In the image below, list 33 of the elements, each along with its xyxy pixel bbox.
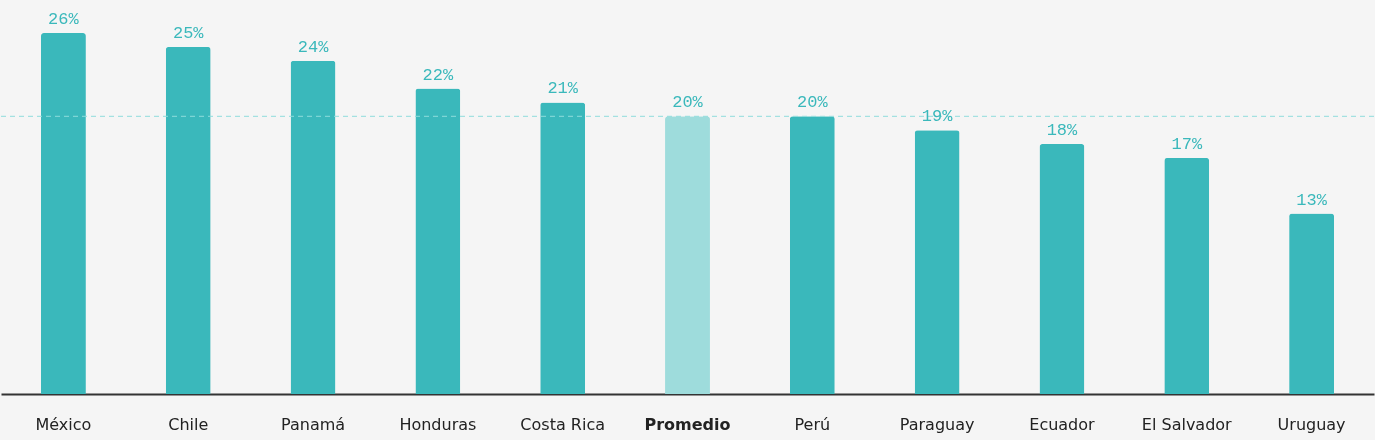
bar xyxy=(1289,213,1335,394)
data-label: 20% xyxy=(797,93,829,113)
data-label: 21% xyxy=(547,79,579,99)
bar xyxy=(1164,157,1210,394)
bar xyxy=(290,60,336,394)
data-label: 20% xyxy=(672,93,704,113)
x-tick-label: Chile xyxy=(168,414,209,434)
bar xyxy=(914,130,960,394)
bar xyxy=(165,46,211,394)
data-label: 22% xyxy=(422,65,454,85)
data-label: 18% xyxy=(1046,121,1079,141)
x-tick-label: Uruguay xyxy=(1277,414,1346,434)
x-tick-label: Promedio xyxy=(644,414,731,434)
bar xyxy=(540,102,586,394)
x-tick-label: Honduras xyxy=(399,414,477,434)
x-tick-label: Perú xyxy=(794,414,831,434)
data-label: 26% xyxy=(48,10,80,29)
bar xyxy=(415,88,461,394)
x-tick-label: México xyxy=(35,414,92,434)
bar xyxy=(665,116,710,394)
x-tick-label: Paraguay xyxy=(899,414,975,434)
bar xyxy=(789,116,835,394)
x-tick-label: Ecuador xyxy=(1029,414,1096,434)
data-label: 17% xyxy=(1171,134,1203,154)
x-tick-label: Panamá xyxy=(281,414,346,434)
data-label: 24% xyxy=(297,37,330,57)
bar xyxy=(40,33,86,394)
bar xyxy=(1039,144,1085,394)
x-tick-label: Costa Rica xyxy=(520,414,605,434)
data-label: 13% xyxy=(1296,190,1328,210)
data-label: 19% xyxy=(921,107,954,127)
x-tick-label: El Salvador xyxy=(1141,414,1233,434)
data-label: 25% xyxy=(172,23,205,43)
